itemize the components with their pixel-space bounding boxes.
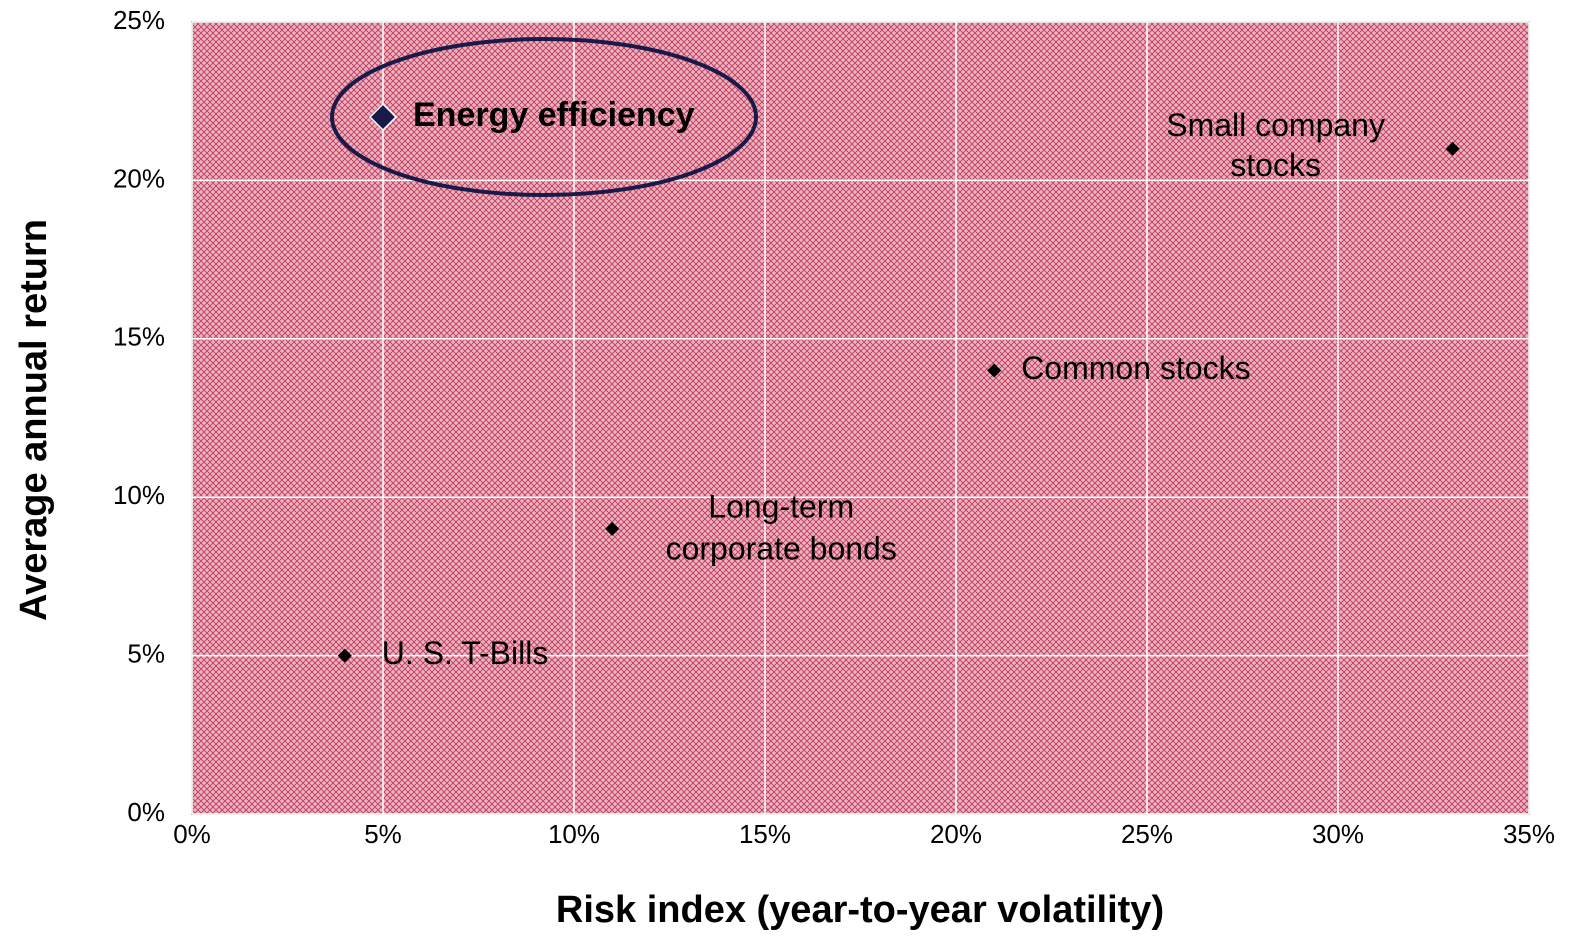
point xyxy=(368,102,398,132)
point xyxy=(987,363,1002,378)
point xyxy=(337,648,352,663)
point-label: U. S. T-Bills xyxy=(382,635,549,671)
x-tick-label: 15% xyxy=(739,819,791,849)
y-tick-label: 15% xyxy=(113,322,165,352)
y-tick-label: 10% xyxy=(113,480,165,510)
highlight-ellipse xyxy=(330,37,758,198)
point-label: corporate bonds xyxy=(666,530,897,566)
x-tick-label: 0% xyxy=(173,819,211,849)
point-label: stocks xyxy=(1230,147,1321,183)
x-tick-label: 5% xyxy=(364,819,402,849)
x-tick-label: 10% xyxy=(548,819,600,849)
x-axis-title: Risk index (year-to-year volatility) xyxy=(556,889,1164,931)
y-tick-label: 20% xyxy=(113,163,165,193)
point-label: Energy efficiency xyxy=(413,96,695,134)
x-tick-label: 35% xyxy=(1503,819,1555,849)
x-tick-label: 25% xyxy=(1121,819,1173,849)
y-tick-label: 25% xyxy=(113,5,165,35)
y-tick-label: 0% xyxy=(127,797,165,827)
point xyxy=(1445,141,1460,156)
point xyxy=(605,521,620,536)
x-tick-label: 30% xyxy=(1312,819,1364,849)
point-label: Long-term xyxy=(708,488,854,524)
y-axis-title: Average annual return xyxy=(13,219,55,621)
point-label: Common stocks xyxy=(1021,350,1250,386)
plot-area xyxy=(191,21,1530,815)
y-tick-label: 5% xyxy=(127,638,165,668)
x-tick-label: 20% xyxy=(930,819,982,849)
point-label: Small company xyxy=(1166,107,1385,143)
